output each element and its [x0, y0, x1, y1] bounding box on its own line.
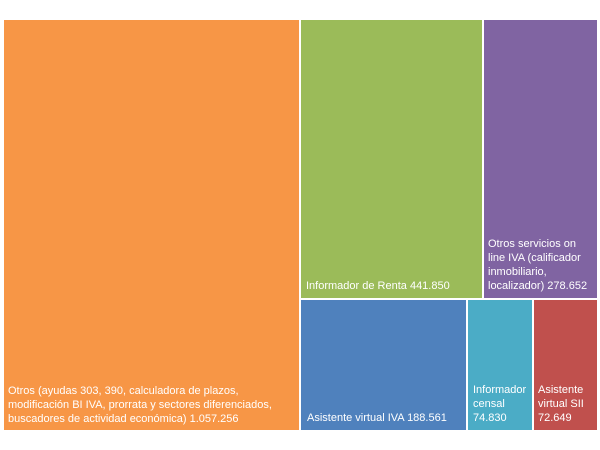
tile-otros-servicios-iva-label: Otros servicios on line IVA (calificador…: [488, 238, 588, 292]
tile-informador-censal: Informador censal 74.830: [468, 300, 532, 430]
tile-asistente-sii: Asistente virtual SII 72.649: [534, 300, 597, 430]
tile-otros-label: Otros (ayudas 303, 390, calculadora de p…: [8, 385, 272, 425]
tile-informador-renta: Informador de Renta 441.850: [301, 20, 482, 298]
tile-informador-censal-label: Informador censal 74.830: [473, 384, 527, 424]
tile-otros-servicios-iva: Otros servicios on line IVA (calificador…: [484, 20, 597, 298]
tile-asistente-sii-label: Asistente virtual SII 72.649: [538, 384, 584, 424]
tile-informador-renta-label: Informador de Renta 441.850: [306, 280, 450, 292]
tile-asistente-iva-label: Asistente virtual IVA 188.561: [307, 412, 447, 424]
tile-otros: Otros (ayudas 303, 390, calculadora de p…: [4, 20, 299, 430]
tile-asistente-iva: Asistente virtual IVA 188.561: [301, 300, 466, 430]
